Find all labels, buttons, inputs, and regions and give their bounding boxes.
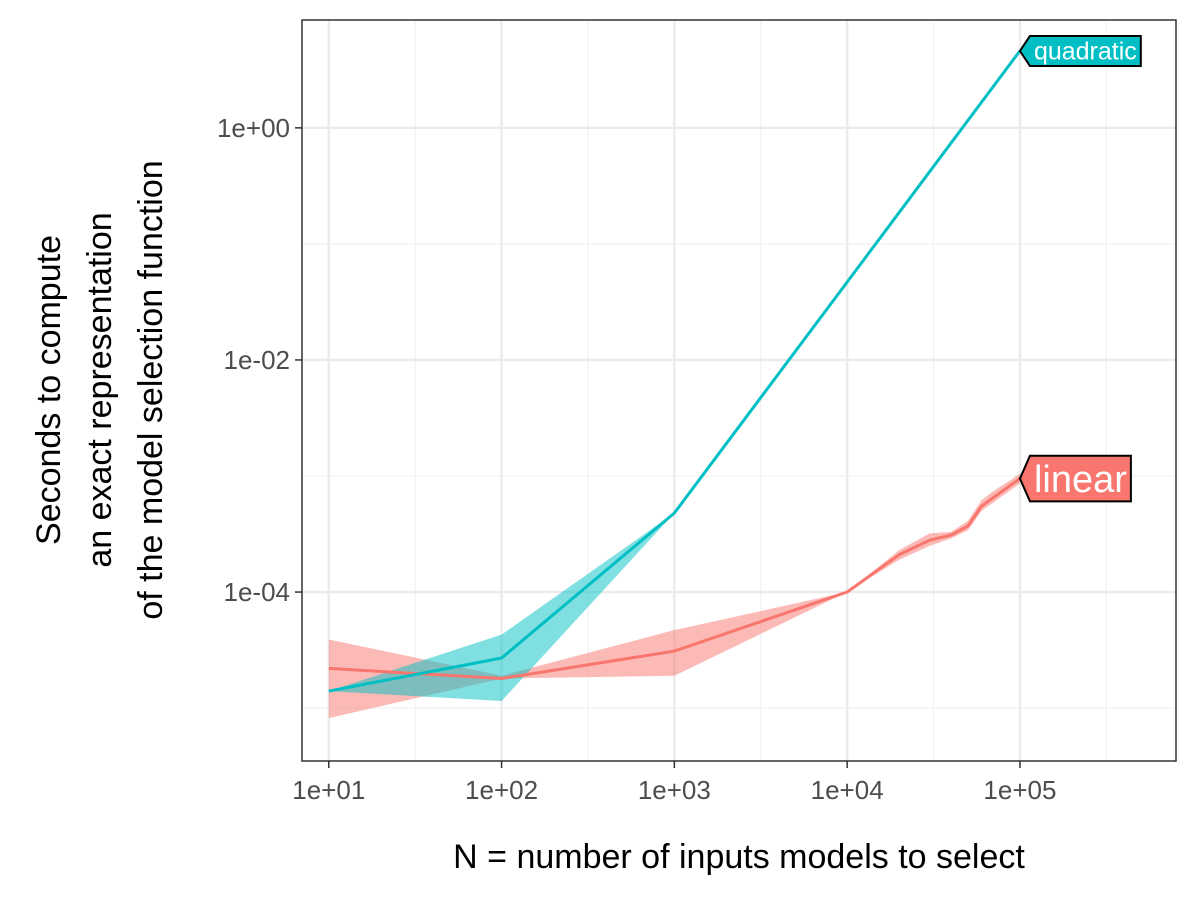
confidence-ribbons [328,50,1020,719]
series-label-quadratic: quadratic [1018,34,1142,67]
x-tick-label: 1e+02 [465,775,538,805]
x-axis: 1e+01 1e+02 1e+03 1e+04 1e+05 [292,761,1056,805]
y-axis-title: Seconds to compute an exact representati… [30,160,170,619]
y-tick-label: 1e+00 [217,113,290,143]
x-tick-label: 1e+04 [811,775,884,805]
x-tick-label: 1e+01 [292,775,365,805]
y-tick-label: 1e-02 [224,345,291,375]
x-tick-label: 1e+03 [638,775,711,805]
y-tick-label: 1e-04 [224,577,291,607]
series-direct-labels: linear quadratic [1018,34,1142,503]
series-label-text: linear [1034,459,1127,501]
series-label-box [1018,34,1142,67]
series-label-linear: linear [1018,454,1132,503]
y-axis-title-line-1: Seconds to compute [30,235,68,545]
y-axis-title-line-3: of the model selection function [132,160,170,619]
series-lines [328,50,1022,693]
plot-panel-border [301,19,1177,762]
x-tick-label: 1e+05 [983,775,1056,805]
y-axis: 1e-04 1e-02 1e+00 [217,113,302,607]
y-axis-title-line-2: an exact representation [81,212,119,567]
series-label-text: quadratic [1034,38,1137,66]
series-label-box [1018,454,1132,503]
line-linear [328,477,1021,680]
line-quadratic [328,50,1022,693]
x-axis-title: N = number of inputs models to select [453,838,1025,876]
